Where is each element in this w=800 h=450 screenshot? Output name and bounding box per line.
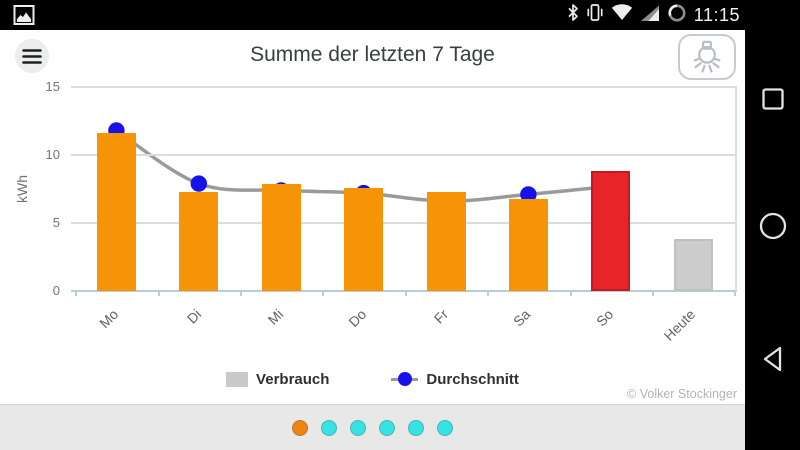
gridline: [71, 86, 737, 88]
bar-sa: [508, 198, 548, 291]
page-title: Summe der letzten 7 Tage: [250, 43, 495, 66]
x-axis-tick: [734, 291, 737, 296]
recents-button[interactable]: [745, 71, 800, 127]
x-axis-label: Sa: [510, 306, 534, 330]
light-bulb-icon: [693, 40, 721, 73]
x-axis-line: [71, 290, 737, 292]
hamburger-icon: [22, 48, 42, 64]
x-axis-tick: [75, 291, 78, 296]
legend-item-verbrauch: Verbrauch: [226, 371, 329, 388]
vibrate-icon: [586, 3, 604, 27]
y-axis-title: kWh: [14, 175, 30, 203]
bar-chart: kWh 0 5 10 15 Mo Di Mi Do Fr Sa So Heute: [0, 30, 745, 404]
x-axis-label: Mo: [96, 306, 122, 332]
bar-so: [591, 171, 631, 291]
x-axis-tick: [487, 291, 490, 296]
cell-signal-icon: [640, 4, 660, 27]
gridline: [71, 222, 737, 224]
plot-right-border: [735, 87, 737, 291]
screenshot-icon: [13, 4, 35, 31]
pager-dot[interactable]: [350, 419, 366, 436]
home-circle-icon: [759, 212, 786, 240]
x-axis-label: Fr: [430, 306, 452, 327]
bluetooth-icon: [567, 3, 579, 27]
bar-fr: [426, 191, 466, 291]
pager-dot[interactable]: [379, 419, 395, 436]
menu-button[interactable]: [15, 39, 49, 73]
pager-dot[interactable]: [408, 419, 424, 436]
back-button[interactable]: [745, 331, 800, 387]
x-axis-label: So: [592, 306, 617, 330]
x-axis-label: Heute: [660, 306, 699, 344]
x-axis-tick: [240, 291, 242, 296]
x-axis-tick: [322, 291, 325, 296]
x-axis-tick: [569, 291, 572, 296]
x-axis-tick: [157, 291, 160, 296]
legend-item-durchschnitt: Durchschnitt: [391, 371, 519, 388]
bar-di: [179, 191, 219, 291]
gray-bar-swatch-icon: [226, 371, 249, 387]
y-axis-tick-label: 0: [52, 283, 60, 298]
pager-dot-active[interactable]: [292, 419, 308, 436]
bar-mi: [261, 183, 301, 291]
bar-mo: [96, 133, 136, 291]
x-axis-tick: [404, 291, 407, 296]
app-content: Summe der letzten 7 Tage kWh 0 5 10 15 Mo Di M…: [0, 30, 745, 404]
y-axis-tick-label: 5: [52, 215, 60, 230]
status-bar: 11:15: [0, 0, 800, 30]
blue-marker-swatch-icon: [391, 372, 419, 386]
gridline: [71, 154, 737, 156]
pager-dot[interactable]: [437, 419, 453, 436]
chart-legend: Verbrauch Durchschnitt: [0, 366, 745, 392]
bar-do: [344, 187, 384, 291]
android-nav-bar: [745, 0, 800, 450]
wifi-icon: [611, 4, 633, 26]
x-axis-tick: [652, 291, 654, 296]
pager-dot[interactable]: [321, 419, 337, 436]
y-axis-tick-label: 10: [45, 147, 60, 162]
battery-circle-icon: [667, 3, 687, 28]
page-indicator-bar: [0, 404, 745, 450]
y-axis-tick-label: 15: [45, 79, 60, 94]
home-button[interactable]: [745, 198, 800, 254]
light-button[interactable]: [678, 34, 736, 80]
clock: 11:15: [693, 4, 740, 25]
back-triangle-icon: [763, 346, 781, 372]
bar-heute: [673, 239, 713, 291]
copyright-text: © Volker Stockinger: [627, 387, 737, 401]
recents-square-icon: [761, 88, 784, 110]
x-axis-label: Do: [344, 306, 369, 330]
status-icons: 11:15: [567, 0, 740, 30]
x-axis-label: Mi: [264, 306, 287, 328]
x-axis-label: Di: [183, 306, 205, 327]
average-point: [190, 175, 207, 192]
